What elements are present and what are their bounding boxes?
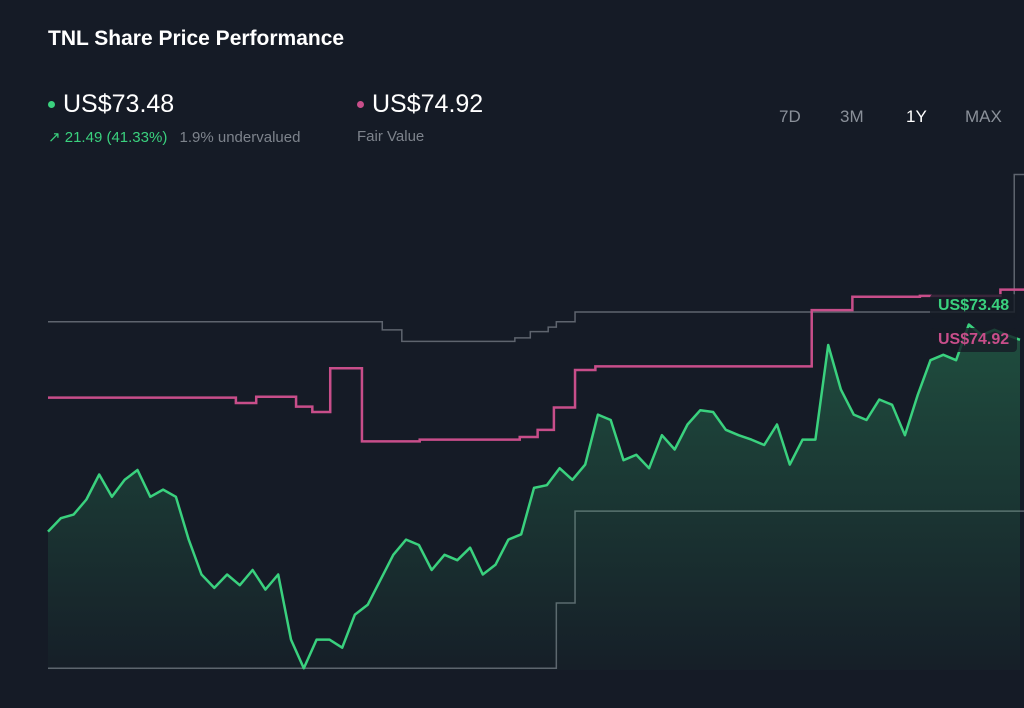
price-change-value: 21.49 (41.33%) xyxy=(64,129,168,146)
fair-value-price: US$74.92 xyxy=(357,90,483,119)
share-price-line xyxy=(47,323,1021,670)
price-area xyxy=(48,324,1020,670)
current-price: US$73.48 xyxy=(48,90,174,119)
price-change: ↗ 21.49 (41.33%) 1.9% undervalued xyxy=(48,128,300,146)
valuation-status: 1.9% undervalued xyxy=(179,129,301,146)
upper-range-line xyxy=(48,173,1024,343)
timeframe-7d[interactable]: 7D xyxy=(779,107,801,126)
timeframe-1y[interactable]: 1Y xyxy=(906,107,927,126)
fair-value-value: US$74.92 xyxy=(372,90,484,118)
fair-value-legend-dot xyxy=(357,101,364,108)
price-tag: US$73.48 xyxy=(930,294,1018,318)
chart-title: TNL Share Price Performance xyxy=(48,27,345,50)
timeframe-max[interactable]: MAX xyxy=(965,107,1002,126)
fair-value-tag: US$74.92 xyxy=(930,328,1018,352)
price-legend-dot xyxy=(48,101,55,108)
timeframe-3m[interactable]: 3M xyxy=(840,107,864,126)
fair-value-label: Fair Value xyxy=(357,128,425,145)
arrow-up-right-icon: ↗ xyxy=(48,129,61,146)
current-price-value: US$73.48 xyxy=(63,90,175,118)
fair-value-line xyxy=(48,288,1024,443)
